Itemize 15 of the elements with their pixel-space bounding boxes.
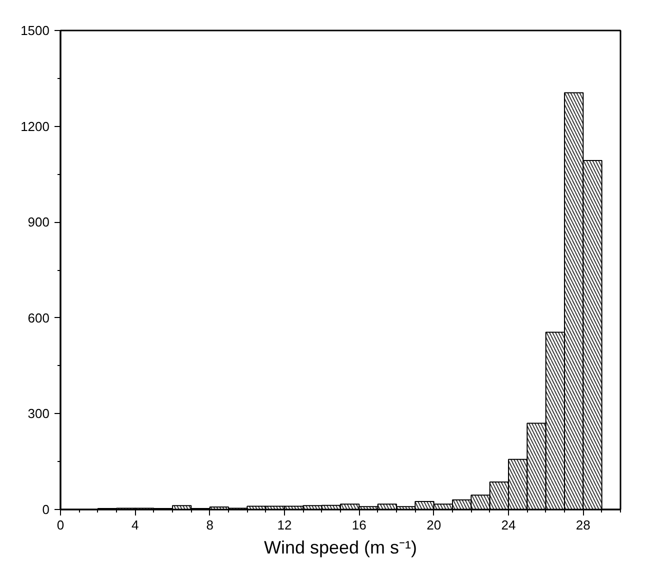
- x-axis-title: Wind speed (m s⁻¹): [264, 538, 418, 558]
- x-tick-label: 24: [501, 518, 516, 532]
- y-tick-label: 900: [28, 214, 50, 230]
- x-tick-label: 8: [206, 518, 214, 532]
- y-tick-label: 300: [28, 406, 50, 422]
- y-tick-label: 0: [42, 502, 50, 517]
- y-tick-label: 600: [28, 310, 50, 326]
- x-tick-label: 4: [132, 518, 139, 532]
- x-tick-label: 28: [576, 518, 590, 532]
- y-tick-label: 1200: [20, 118, 50, 134]
- y-tick-label: 1500: [20, 23, 50, 38]
- x-tick-label: 12: [277, 518, 292, 532]
- x-tick-label: 0: [56, 518, 64, 532]
- x-tick-label: 20: [426, 518, 442, 532]
- x-tick-label: 16: [352, 518, 366, 532]
